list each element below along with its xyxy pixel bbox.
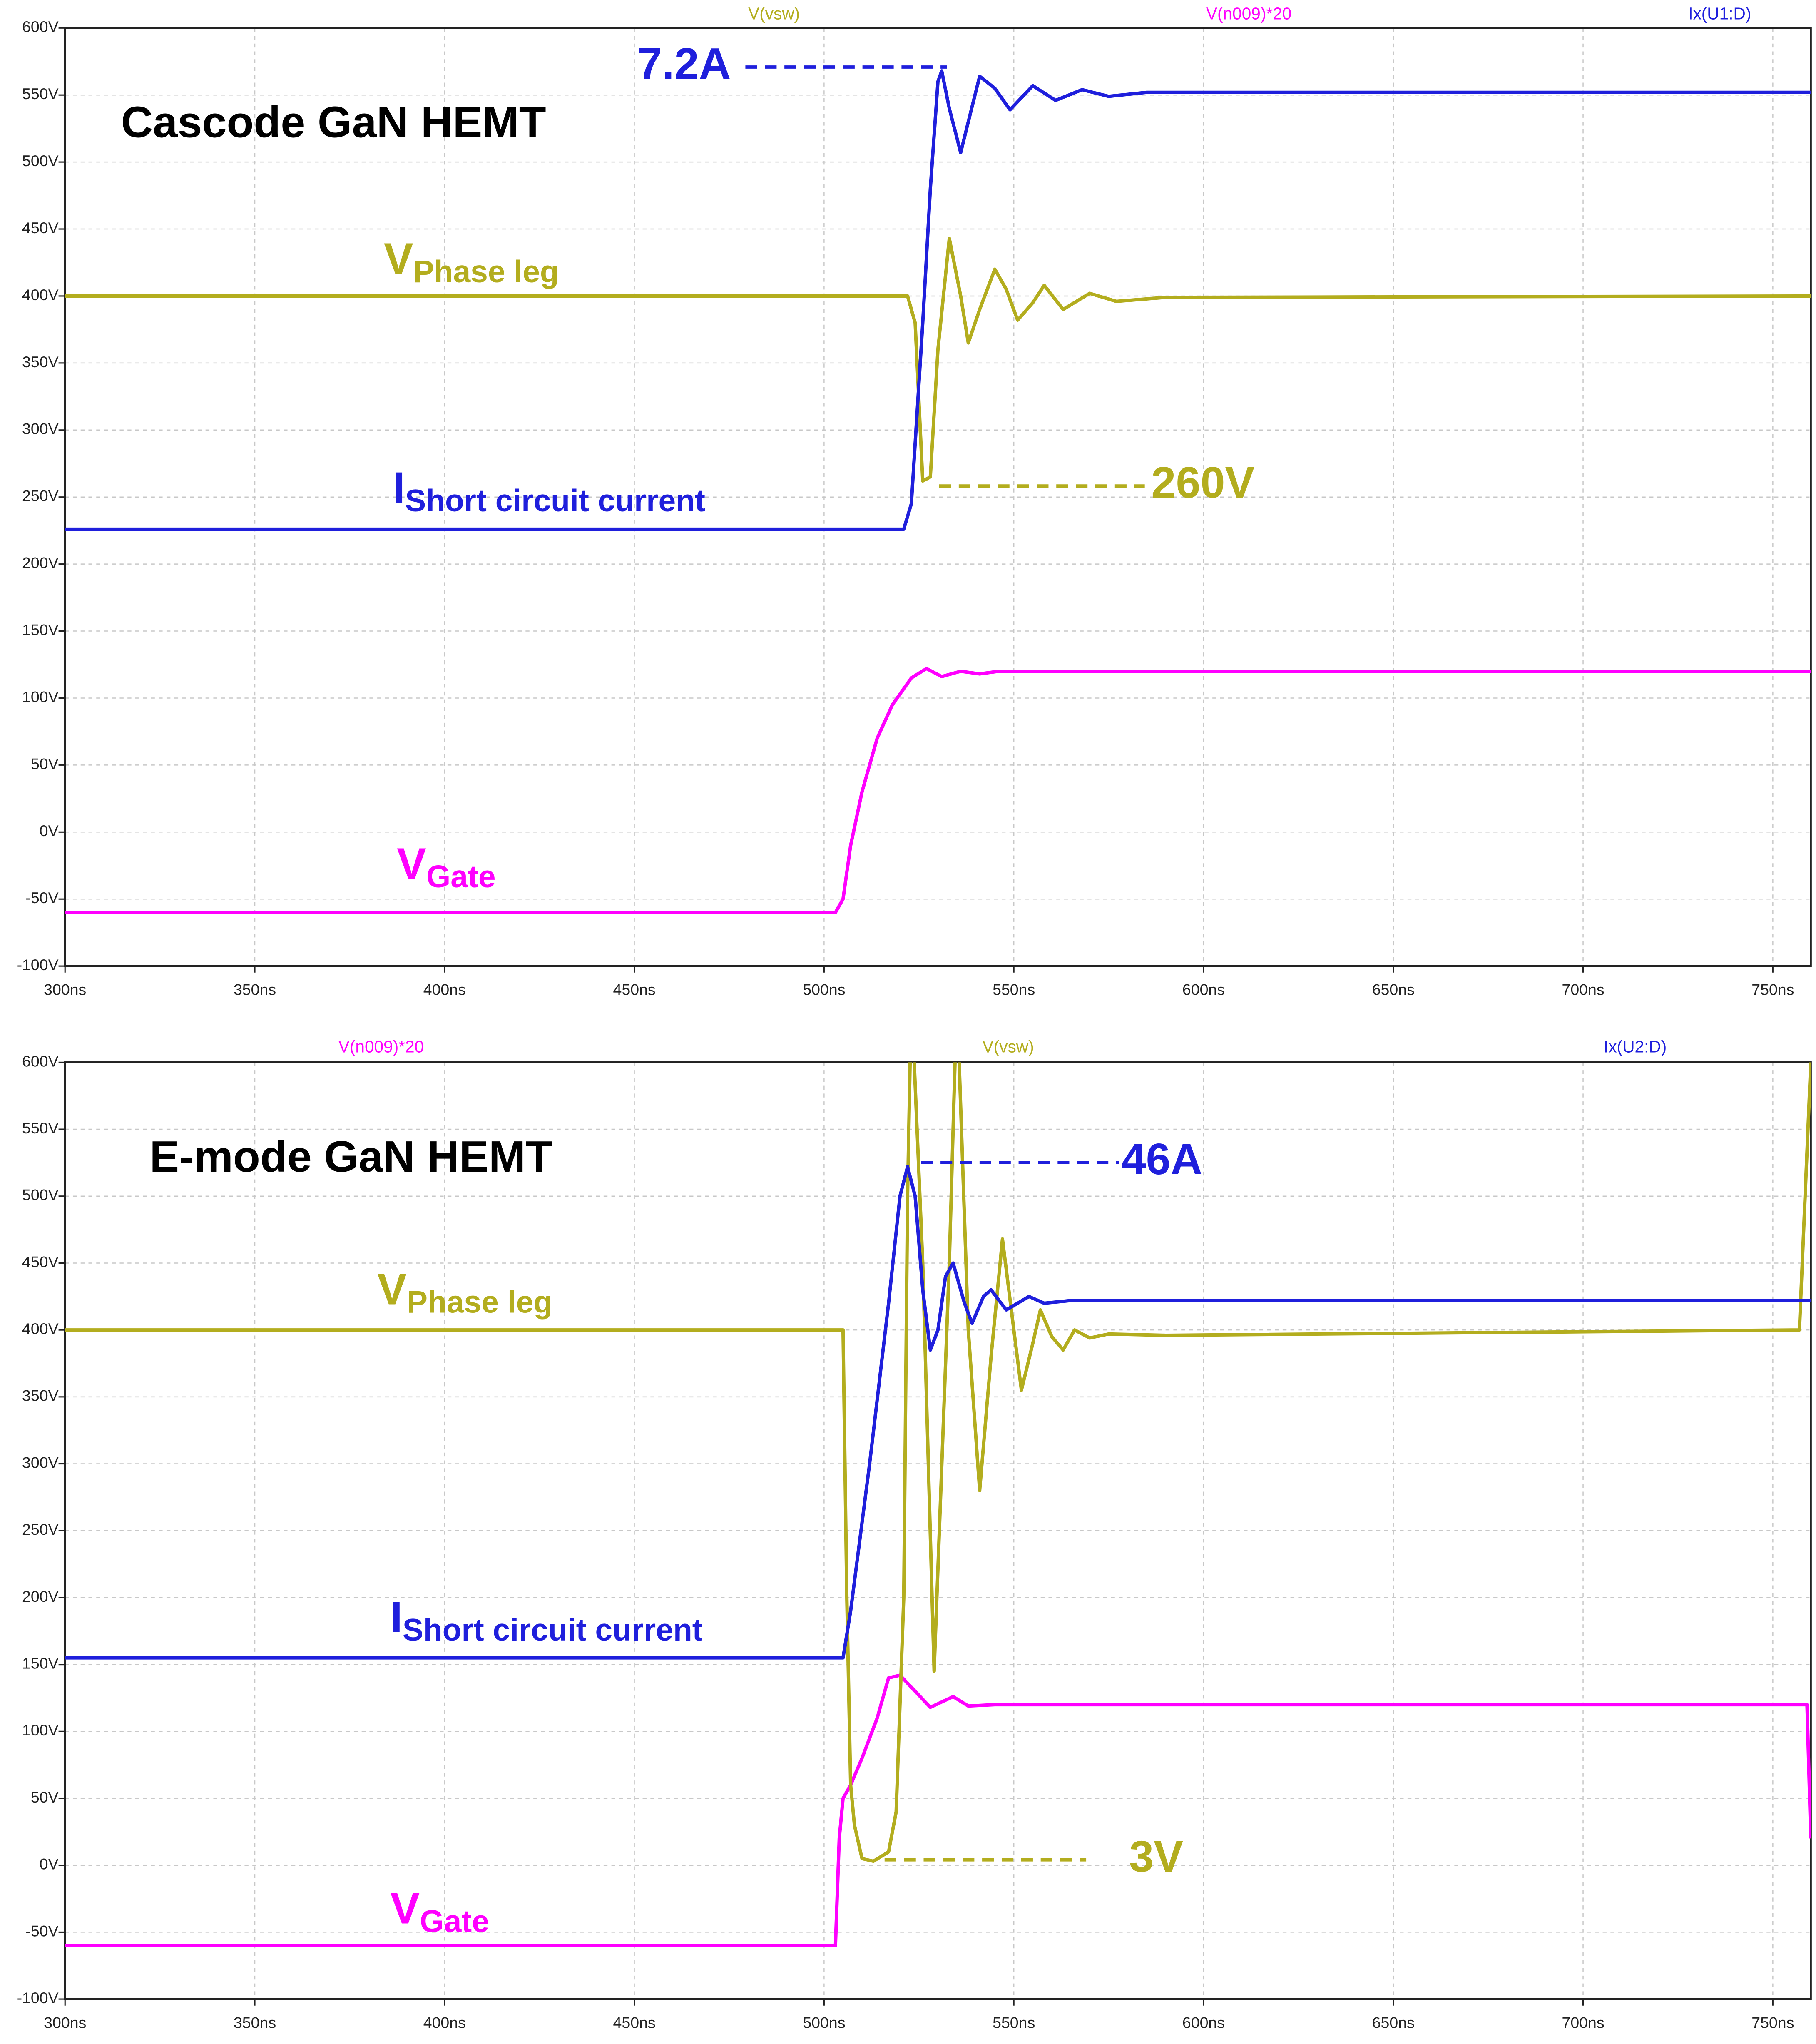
y-tick-label: 350V	[22, 353, 59, 371]
x-tick-label: 300ns	[44, 2014, 86, 2031]
y-tick-label: 400V	[22, 1320, 59, 1337]
y-tick-label: 500V	[22, 152, 59, 169]
x-tick-label: 500ns	[803, 2014, 845, 2031]
y-tick-label: -50V	[25, 1922, 58, 1939]
trace-label-subscript: Gate	[420, 1904, 489, 1939]
annotation: 46A	[1121, 1134, 1202, 1184]
y-tick-label: 0V	[40, 1855, 59, 1873]
x-tick-label: 400ns	[423, 981, 466, 998]
x-tick-label: 300ns	[44, 981, 86, 998]
chart: -100V -50V 0V 50V 100V 150V 200V 250V 300V 350V 40…	[17, 4, 1812, 998]
trace-label-subscript: Phase leg	[407, 1284, 552, 1319]
trace-label: VGate	[397, 839, 496, 894]
chart-title: Cascode GaN HEMT	[121, 97, 546, 147]
legend-entry: Ix(U1:D)	[1688, 4, 1751, 23]
trace-label-symbol: V	[397, 839, 426, 889]
trace-label-symbol: V	[384, 234, 413, 284]
y-tick-label: 100V	[22, 688, 59, 705]
annotation: 260V	[1151, 458, 1254, 507]
x-tick-label: 500ns	[803, 981, 845, 998]
x-tick-label: 400ns	[423, 2014, 466, 2031]
y-tick-label: 450V	[22, 1253, 59, 1270]
x-tick-label: 350ns	[234, 981, 276, 998]
legend-entry: V(vsw)	[983, 1037, 1034, 1056]
y-tick-label: 400V	[22, 286, 59, 304]
legend-entry: V(n009)*20	[338, 1037, 424, 1056]
chart-title: E-mode GaN HEMT	[149, 1132, 552, 1181]
y-tick-label: 300V	[22, 420, 59, 438]
series-line	[65, 1165, 1811, 1660]
plot-frame	[64, 27, 1812, 967]
trace-label-symbol: I	[390, 1592, 403, 1642]
series-line	[65, 237, 1811, 483]
series-line	[65, 69, 1811, 531]
trace-label-symbol: V	[377, 1264, 407, 1314]
trace-label-subscript: Phase leg	[413, 254, 559, 289]
y-tick-label: 350V	[22, 1387, 59, 1404]
annotation: 3V	[1129, 1832, 1183, 1881]
y-tick-label: 600V	[22, 18, 59, 35]
x-tick-label: 750ns	[1751, 981, 1794, 998]
y-tick-label: 600V	[22, 1052, 59, 1070]
legend-entry: V(n009)*20	[1206, 4, 1291, 23]
y-tick-label: 50V	[31, 755, 59, 772]
y-tick-label: 150V	[22, 1655, 59, 1672]
y-tick-label: 300V	[22, 1454, 59, 1471]
y-tick-label: 200V	[22, 1588, 59, 1605]
trace-label: VPhase leg	[377, 1264, 552, 1319]
y-tick-label: 0V	[40, 822, 59, 839]
trace-label-symbol: I	[393, 463, 405, 513]
y-tick-label: 50V	[31, 1788, 59, 1806]
trace-label: IShort circuit current	[390, 1592, 702, 1647]
trace-label-symbol: V	[390, 1884, 420, 1933]
annotation: 7.2A	[637, 39, 731, 88]
trace-label: IShort circuit current	[393, 463, 705, 518]
legend-entry: V(vsw)	[748, 4, 800, 23]
trace-label-subscript: Short circuit current	[403, 1612, 703, 1647]
trace-label-subscript: Gate	[426, 859, 496, 894]
y-tick-label: 200V	[22, 554, 59, 572]
x-tick-label: 450ns	[613, 981, 656, 998]
x-tick-label: 700ns	[1562, 2014, 1604, 2031]
x-tick-label: 700ns	[1562, 981, 1604, 998]
y-tick-label: 500V	[22, 1186, 59, 1204]
y-tick-label: -100V	[17, 1989, 59, 2007]
y-tick-label: 550V	[22, 1119, 59, 1137]
x-tick-label: 550ns	[993, 981, 1035, 998]
x-tick-label: 450ns	[613, 2014, 656, 2031]
trace-label-subscript: Short circuit current	[405, 483, 705, 518]
trace-label: VGate	[390, 1884, 489, 1939]
plot-frame	[64, 1061, 1812, 2000]
y-tick-label: -50V	[25, 889, 58, 906]
y-tick-label: 150V	[22, 621, 59, 638]
x-tick-label: 550ns	[993, 2014, 1035, 2031]
x-tick-label: 750ns	[1751, 2014, 1794, 2031]
trace-label: VPhase leg	[384, 234, 559, 289]
legend-entry: Ix(U2:D)	[1604, 1037, 1667, 1056]
y-tick-label: 100V	[22, 1721, 59, 1739]
series-line	[65, 667, 1811, 914]
x-tick-label: 600ns	[1182, 2014, 1225, 2031]
y-tick-label: 450V	[22, 219, 59, 237]
x-tick-label: 650ns	[1372, 981, 1415, 998]
x-tick-label: 650ns	[1372, 2014, 1415, 2031]
y-tick-label: 250V	[22, 487, 59, 505]
y-tick-label: -100V	[17, 956, 59, 973]
x-tick-label: 350ns	[234, 2014, 276, 2031]
y-tick-label: 550V	[22, 85, 59, 102]
x-tick-label: 600ns	[1182, 981, 1225, 998]
y-tick-label: 250V	[22, 1521, 59, 1538]
